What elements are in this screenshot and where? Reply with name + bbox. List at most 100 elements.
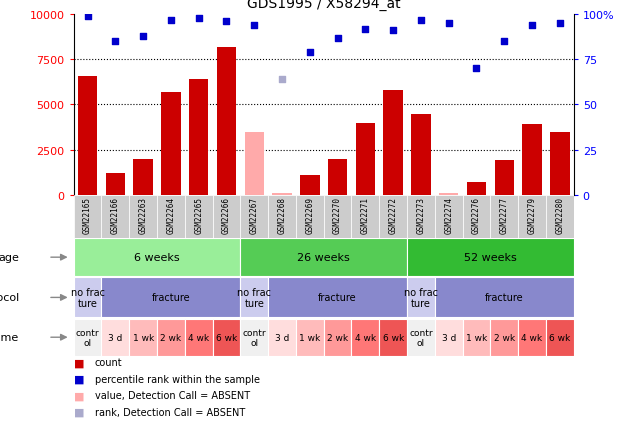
Bar bbox=[157, 319, 185, 356]
Bar bbox=[217, 48, 237, 195]
Bar bbox=[463, 195, 490, 239]
Bar bbox=[407, 195, 435, 239]
Bar bbox=[296, 195, 324, 239]
Text: 6 wk: 6 wk bbox=[216, 333, 237, 342]
Bar bbox=[463, 319, 490, 356]
Text: fracture: fracture bbox=[485, 293, 524, 302]
Point bbox=[499, 39, 510, 46]
Text: GSM22273: GSM22273 bbox=[417, 197, 426, 233]
Text: 3 d: 3 d bbox=[108, 333, 122, 342]
Bar bbox=[185, 195, 213, 239]
Text: GSM22264: GSM22264 bbox=[167, 197, 176, 233]
Text: 2 wk: 2 wk bbox=[327, 333, 348, 342]
Text: GSM22166: GSM22166 bbox=[111, 197, 120, 233]
Bar bbox=[268, 195, 296, 239]
Point bbox=[249, 23, 260, 30]
Point bbox=[360, 26, 370, 33]
Bar bbox=[129, 195, 157, 239]
Text: GSM22276: GSM22276 bbox=[472, 197, 481, 233]
Bar bbox=[518, 319, 546, 356]
Bar bbox=[412, 114, 431, 195]
Point bbox=[471, 66, 481, 72]
Text: 1 wk: 1 wk bbox=[299, 333, 320, 342]
Text: GSM22266: GSM22266 bbox=[222, 197, 231, 233]
Bar bbox=[490, 319, 518, 356]
Point bbox=[388, 28, 398, 35]
Text: GSM22165: GSM22165 bbox=[83, 197, 92, 233]
Bar bbox=[240, 239, 407, 276]
Bar bbox=[518, 195, 546, 239]
Text: 6 wk: 6 wk bbox=[383, 333, 404, 342]
Text: count: count bbox=[95, 358, 122, 367]
Text: GSM22277: GSM22277 bbox=[500, 197, 509, 233]
Text: value, Detection Call = ABSENT: value, Detection Call = ABSENT bbox=[95, 391, 250, 400]
Text: 3 d: 3 d bbox=[275, 333, 289, 342]
Text: GSM22279: GSM22279 bbox=[528, 197, 537, 233]
Bar bbox=[106, 174, 125, 195]
Bar bbox=[213, 195, 240, 239]
Bar bbox=[490, 195, 518, 239]
Text: 1 wk: 1 wk bbox=[133, 333, 154, 342]
Text: contr
ol: contr ol bbox=[409, 328, 433, 347]
Bar bbox=[101, 195, 129, 239]
Text: 6 wk: 6 wk bbox=[549, 333, 570, 342]
Bar bbox=[328, 159, 347, 195]
Text: 4 wk: 4 wk bbox=[355, 333, 376, 342]
Point bbox=[194, 15, 204, 22]
Text: fracture: fracture bbox=[319, 293, 357, 302]
Bar bbox=[240, 319, 268, 356]
Text: no frac
ture: no frac ture bbox=[237, 287, 271, 308]
Bar bbox=[324, 319, 351, 356]
Text: 6 weeks: 6 weeks bbox=[134, 253, 180, 263]
Bar bbox=[157, 195, 185, 239]
Bar bbox=[407, 278, 435, 318]
Text: time: time bbox=[0, 332, 19, 342]
Bar bbox=[78, 76, 97, 195]
Bar bbox=[324, 195, 351, 239]
Bar bbox=[383, 91, 403, 195]
Bar bbox=[467, 183, 487, 195]
Bar bbox=[74, 319, 101, 356]
Bar bbox=[379, 195, 407, 239]
Text: 2 wk: 2 wk bbox=[160, 333, 181, 342]
Text: contr
ol: contr ol bbox=[242, 328, 266, 347]
Point bbox=[554, 21, 565, 28]
Text: protocol: protocol bbox=[0, 293, 19, 302]
Bar bbox=[407, 239, 574, 276]
Bar bbox=[133, 159, 153, 195]
Bar bbox=[74, 239, 240, 276]
Point bbox=[221, 19, 231, 26]
Text: percentile rank within the sample: percentile rank within the sample bbox=[95, 374, 260, 384]
Point bbox=[277, 76, 287, 83]
Text: 4 wk: 4 wk bbox=[522, 333, 542, 342]
Bar bbox=[268, 278, 407, 318]
Bar bbox=[435, 278, 574, 318]
Point bbox=[444, 21, 454, 28]
Text: contr
ol: contr ol bbox=[76, 328, 99, 347]
Bar bbox=[546, 195, 574, 239]
Bar bbox=[213, 319, 240, 356]
Bar bbox=[240, 195, 268, 239]
Text: 3 d: 3 d bbox=[442, 333, 456, 342]
Text: ■: ■ bbox=[74, 407, 84, 417]
Bar bbox=[351, 319, 379, 356]
Text: GSM22274: GSM22274 bbox=[444, 197, 453, 233]
Bar bbox=[495, 161, 514, 195]
Point bbox=[416, 17, 426, 24]
Text: GSM22280: GSM22280 bbox=[555, 197, 564, 233]
Text: GSM22269: GSM22269 bbox=[305, 197, 314, 233]
Text: fracture: fracture bbox=[152, 293, 190, 302]
Text: ■: ■ bbox=[74, 358, 84, 367]
Bar bbox=[356, 123, 375, 195]
Bar bbox=[101, 278, 240, 318]
Text: ■: ■ bbox=[74, 374, 84, 384]
Point bbox=[83, 13, 93, 20]
Bar bbox=[272, 194, 292, 195]
Point bbox=[527, 23, 537, 30]
Text: ■: ■ bbox=[74, 391, 84, 400]
Bar bbox=[240, 278, 268, 318]
Text: GSM22271: GSM22271 bbox=[361, 197, 370, 233]
Bar bbox=[189, 80, 208, 195]
Bar bbox=[351, 195, 379, 239]
Text: 2 wk: 2 wk bbox=[494, 333, 515, 342]
